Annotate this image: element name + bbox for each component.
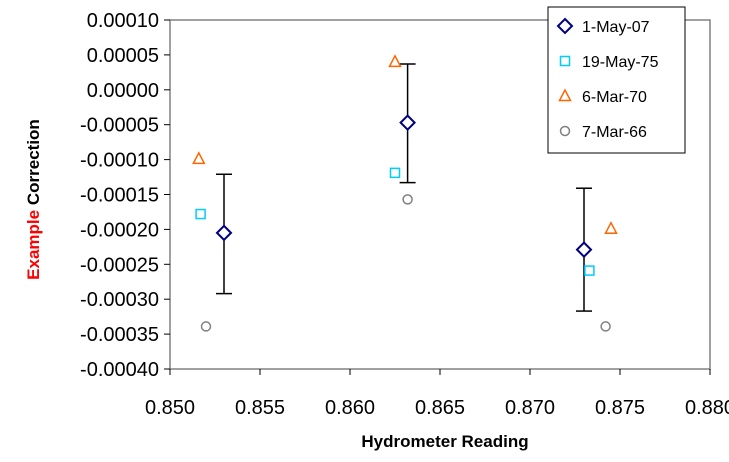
y-tick-label: -0.00025 xyxy=(80,254,159,276)
y-tick-label: -0.00005 xyxy=(80,115,159,137)
diamond-marker xyxy=(399,114,417,132)
triangle-marker xyxy=(388,54,402,68)
x-tick-label: 0.860 xyxy=(325,397,375,419)
x-tick-label: 0.875 xyxy=(595,397,645,419)
diamond-marker xyxy=(575,241,593,259)
legend-label: 7-Mar-66 xyxy=(582,124,647,141)
y-axis-ticks: 0.00010 0.00005 0.00000 -0.00005 -0.00010 -0.… xyxy=(80,10,170,381)
x-tick-label: 0.855 xyxy=(235,397,285,419)
x-axis-ticks: 0.850 0.855 0.860 0.865 0.870 0.875 0.880 xyxy=(145,369,729,419)
square-marker xyxy=(584,265,595,276)
legend: 1-May-07 19-May-75 6-Mar-70 7-Mar-66 xyxy=(547,6,686,154)
triangle-marker xyxy=(192,151,206,165)
legend-label: 1-May-07 xyxy=(582,19,650,36)
x-tick-label: 0.865 xyxy=(415,397,465,419)
triangle-marker xyxy=(604,221,618,234)
legend-label: 6-Mar-70 xyxy=(582,89,647,106)
legend-square-icon xyxy=(559,55,571,67)
square-marker xyxy=(195,208,206,220)
x-axis-title: Hydrometer Reading xyxy=(361,432,528,451)
circle-marker xyxy=(200,321,212,332)
x-tick-label: 0.870 xyxy=(505,397,555,419)
y-tick-label: -0.00010 xyxy=(80,150,159,172)
y-tick-label: -0.00035 xyxy=(80,324,159,346)
y-tick-label: -0.00020 xyxy=(80,219,159,241)
data-markers xyxy=(192,54,618,332)
y-tick-label: -0.00030 xyxy=(80,289,159,311)
y-axis-title-highlight: Example xyxy=(24,210,43,280)
y-axis-title-rest: Correction xyxy=(24,119,43,205)
diamond-marker xyxy=(215,224,233,242)
y-tick-label: 0.00005 xyxy=(87,45,159,67)
legend-circle-icon xyxy=(559,125,571,137)
y-tick-label: 0.00010 xyxy=(87,10,159,32)
x-tick-label: 0.850 xyxy=(145,397,195,419)
square-marker xyxy=(389,167,401,179)
x-tick-label: 0.880 xyxy=(685,397,729,419)
legend-triangle-icon xyxy=(558,88,572,102)
legend-diamond-icon xyxy=(556,17,574,35)
legend-label: 19-May-75 xyxy=(582,54,659,71)
circle-marker xyxy=(402,194,413,205)
y-axis-title: Example Correction xyxy=(24,119,43,280)
y-tick-label: -0.00015 xyxy=(80,185,159,207)
y-tick-label: -0.00040 xyxy=(80,359,159,381)
y-tick-label: 0.00000 xyxy=(87,80,159,102)
circle-marker xyxy=(600,321,611,332)
legend-box xyxy=(547,6,686,154)
